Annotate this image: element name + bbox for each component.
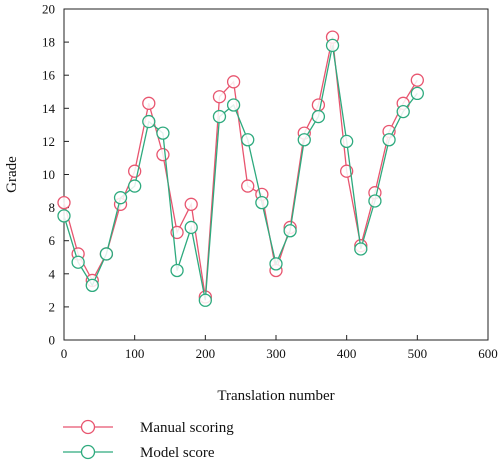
data-point-manual-scoring	[311, 98, 326, 112]
data-point-model-score	[382, 133, 396, 147]
legend: Manual scoring Model score	[63, 419, 234, 461]
x-axis: 0 100 200 300 400 500 600	[61, 335, 498, 361]
data-point-model-score	[99, 247, 114, 261]
data-point-manual-scoring	[57, 195, 71, 210]
data-point-model-score	[170, 263, 184, 278]
data-point-model-score	[142, 114, 156, 129]
y-tick-label: 2	[49, 299, 56, 314]
x-tick-label: 500	[408, 346, 428, 361]
x-tick-label: 200	[196, 346, 216, 361]
series-manual-scoring	[57, 30, 424, 304]
data-point-manual-scoring	[142, 96, 156, 110]
data-point-manual-scoring	[226, 75, 241, 89]
y-tick-label: 0	[49, 333, 56, 348]
y-tick-label: 8	[49, 200, 56, 215]
y-tick-label: 18	[42, 35, 55, 50]
legend-item-model-score: Model score	[63, 444, 215, 461]
data-point-manual-scoring	[184, 197, 198, 211]
data-point-model-score	[283, 224, 297, 238]
legend-item-manual-scoring: Manual scoring	[63, 419, 234, 436]
y-axis: 0 2 4 6 8 10 12 14 16 18 20	[42, 2, 69, 348]
legend-label: Model score	[140, 445, 215, 461]
data-point-model-score	[71, 255, 85, 269]
y-tick-label: 16	[42, 68, 56, 83]
data-point-model-score	[325, 38, 340, 53]
x-axis-title: Translation number	[217, 388, 334, 404]
series-model-score	[57, 38, 424, 307]
legend-marker	[80, 419, 96, 435]
series-line-manual-scoring	[63, 36, 418, 298]
x-tick-label: 600	[478, 346, 498, 361]
data-point-model-score	[113, 191, 128, 205]
data-point-model-score	[396, 104, 410, 119]
data-point-model-score	[269, 257, 283, 271]
data-point-model-score	[198, 293, 212, 307]
y-tick-label: 14	[42, 101, 56, 116]
y-tick-label: 6	[49, 233, 56, 248]
data-point-model-score	[410, 86, 424, 101]
data-point-model-score	[156, 126, 170, 140]
y-tick-label: 4	[49, 266, 56, 281]
data-point-model-score	[241, 133, 255, 147]
legend-marker	[80, 444, 96, 460]
y-axis-title: Grade	[4, 156, 20, 193]
data-point-model-score	[85, 278, 99, 293]
series-layer	[57, 30, 424, 307]
y-tick-label: 20	[42, 2, 55, 17]
data-point-manual-scoring	[241, 179, 255, 193]
data-point-model-score	[184, 220, 198, 235]
plot-frame	[63, 8, 489, 341]
data-point-manual-scoring	[410, 73, 424, 87]
y-tick-label: 10	[42, 167, 55, 182]
data-point-model-score	[57, 209, 71, 223]
series-line-model-score	[63, 45, 418, 301]
data-point-model-score	[340, 134, 354, 149]
data-point-model-score	[311, 109, 326, 124]
data-point-model-score	[212, 109, 227, 124]
x-tick-label: 100	[125, 346, 145, 361]
data-point-model-score	[128, 179, 142, 193]
data-point-model-score	[297, 133, 311, 147]
data-point-model-score	[226, 98, 241, 112]
x-tick-label: 400	[337, 346, 357, 361]
data-point-model-score	[255, 195, 269, 210]
y-tick-label: 12	[42, 134, 55, 149]
data-point-manual-scoring	[156, 147, 170, 162]
x-tick-label: 0	[61, 346, 68, 361]
data-point-manual-scoring	[212, 90, 227, 104]
legend-label: Manual scoring	[140, 420, 234, 436]
data-point-model-score	[354, 242, 368, 256]
x-tick-label: 300	[266, 346, 286, 361]
data-point-model-score	[368, 194, 382, 208]
